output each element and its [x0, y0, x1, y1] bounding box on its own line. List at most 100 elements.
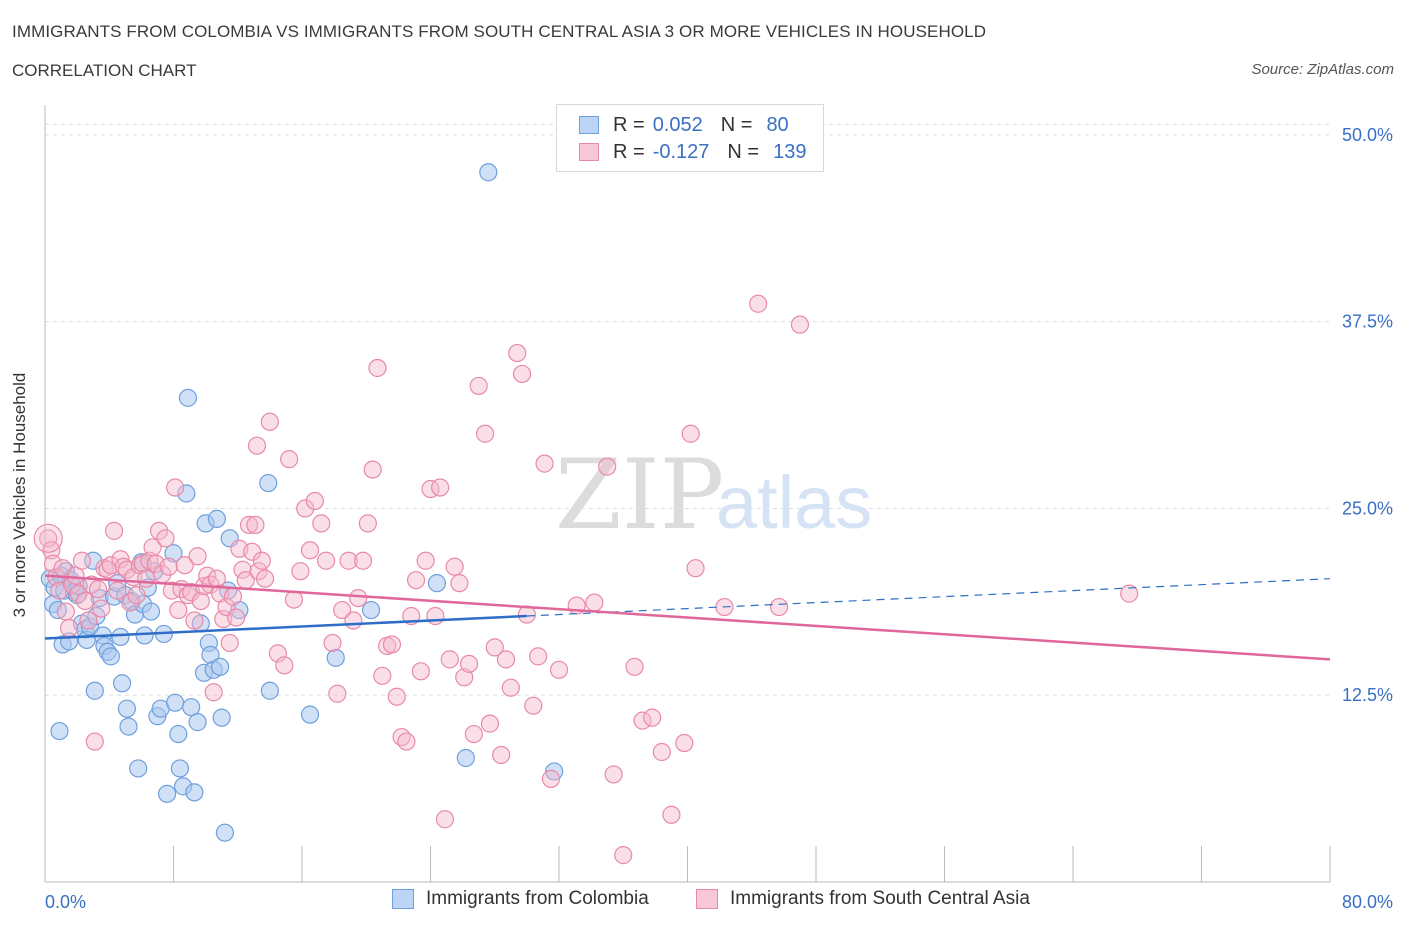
data-point-sca	[305, 491, 324, 511]
data-point-sca	[529, 647, 548, 666]
data-point-sca	[382, 635, 402, 654]
data-point-colombia	[456, 748, 475, 768]
data-point-sca	[159, 557, 178, 576]
data-point-colombia	[111, 627, 130, 647]
data-point-sca	[333, 600, 352, 620]
data-point-sca	[92, 599, 111, 618]
data-point-sca	[535, 454, 554, 473]
data-point-colombia	[119, 717, 138, 736]
data-point-sca	[185, 611, 204, 630]
data-point-sca	[56, 602, 75, 621]
bottom-legend-label-sca: Immigrants from South Central Asia	[730, 888, 1030, 909]
legend-n-label: N =	[727, 140, 760, 163]
data-point-sca	[33, 523, 63, 553]
y-tick-label: 37.5%	[1342, 312, 1393, 332]
data-point-sca	[104, 521, 124, 540]
data-point-sca	[643, 708, 662, 727]
data-point-sca	[296, 499, 315, 518]
data-point-sca	[492, 745, 511, 765]
data-point-colombia	[178, 388, 198, 407]
data-point-colombia	[135, 626, 154, 645]
legend-swatch-sca	[579, 143, 599, 161]
data-point-sca	[445, 557, 464, 576]
data-point-colombia	[141, 602, 161, 621]
data-point-sca	[255, 569, 275, 588]
data-point-colombia	[259, 473, 278, 493]
data-point-sca	[1120, 584, 1139, 603]
data-point-sca	[312, 514, 331, 533]
data-point-colombia	[169, 724, 188, 744]
data-point-sca	[239, 515, 259, 534]
data-point-sca	[188, 547, 207, 566]
y-axis-label: 3 or more Vehicles in Household	[10, 372, 29, 618]
data-point-sca	[323, 633, 342, 653]
trend-line-sca	[44, 574, 1331, 661]
data-point-colombia	[101, 647, 120, 666]
data-point-sca	[485, 638, 504, 657]
chart-subtitle: CORRELATION CHART	[12, 61, 197, 80]
axes	[44, 105, 1331, 883]
data-point-colombia	[164, 544, 183, 563]
data-point-sca	[790, 315, 810, 334]
data-point-colombia	[170, 759, 190, 778]
data-point-sca	[769, 597, 789, 617]
data-point-colombia	[479, 163, 498, 182]
data-point-colombia	[117, 699, 137, 718]
data-point-colombia	[427, 574, 447, 593]
data-point-sca	[363, 460, 382, 479]
data-point-sca	[416, 551, 435, 570]
data-point-sca	[284, 590, 304, 609]
trend-line-colombia-extension	[526, 578, 1331, 617]
watermark-zip: ZIP	[555, 439, 724, 551]
data-point-sca	[508, 343, 527, 363]
data-point-sca	[156, 529, 175, 548]
data-point-sca	[72, 551, 92, 570]
data-point-sca	[585, 593, 604, 612]
legend-n-value: 80	[766, 113, 789, 136]
data-point-colombia	[166, 693, 185, 712]
legend-r-label: R =	[613, 113, 645, 136]
data-point-sca	[426, 606, 445, 626]
data-point-sca	[260, 412, 279, 431]
data-point-sca	[121, 593, 140, 612]
data-point-sca	[316, 551, 336, 570]
data-point-sca	[662, 805, 681, 824]
data-point-colombia	[300, 705, 320, 724]
tick-labels: 12.5% 25.0% 37.5% 50.0% 0.0% 80.0%	[45, 125, 1393, 912]
data-point-sca	[469, 376, 488, 396]
data-point-colombia	[177, 484, 196, 503]
y-tick-label: 25.0%	[1342, 498, 1393, 518]
data-point-sca	[39, 529, 58, 548]
data-point-colombia	[210, 657, 230, 676]
data-point-colombia	[188, 713, 207, 732]
data-point-sca	[512, 364, 532, 384]
data-point-sca	[373, 666, 392, 685]
data-point-colombia	[85, 681, 104, 700]
data-point-sca	[541, 769, 561, 788]
x-tick-label-max: 80.0%	[1342, 892, 1393, 912]
stats-legend: R = 0.052 N = 80 R = -0.127 N = 139	[556, 104, 824, 172]
data-point-sca	[450, 574, 469, 593]
data-point-sca	[76, 591, 95, 611]
data-point-sca	[476, 424, 495, 443]
data-point-sca	[549, 660, 569, 679]
legend-n-label: N =	[720, 113, 753, 136]
data-point-sca	[291, 562, 310, 581]
data-point-colombia	[129, 759, 148, 778]
series-sca-points	[33, 294, 1139, 865]
data-point-colombia	[50, 721, 69, 741]
data-point-sca	[69, 584, 88, 603]
data-point-sca	[368, 358, 387, 378]
data-point-sca	[749, 294, 768, 313]
data-point-colombia	[326, 648, 345, 667]
data-point-sca	[191, 591, 210, 611]
data-point-colombia	[207, 509, 226, 529]
data-point-sca	[275, 656, 294, 675]
data-point-sca	[220, 633, 239, 653]
data-point-sca	[204, 683, 223, 702]
data-point-sca	[79, 611, 98, 630]
data-point-sca	[455, 668, 474, 687]
trend-lines	[44, 574, 1331, 661]
legend-row-colombia: R = 0.052 N = 80	[579, 113, 789, 137]
data-point-colombia	[185, 783, 204, 802]
